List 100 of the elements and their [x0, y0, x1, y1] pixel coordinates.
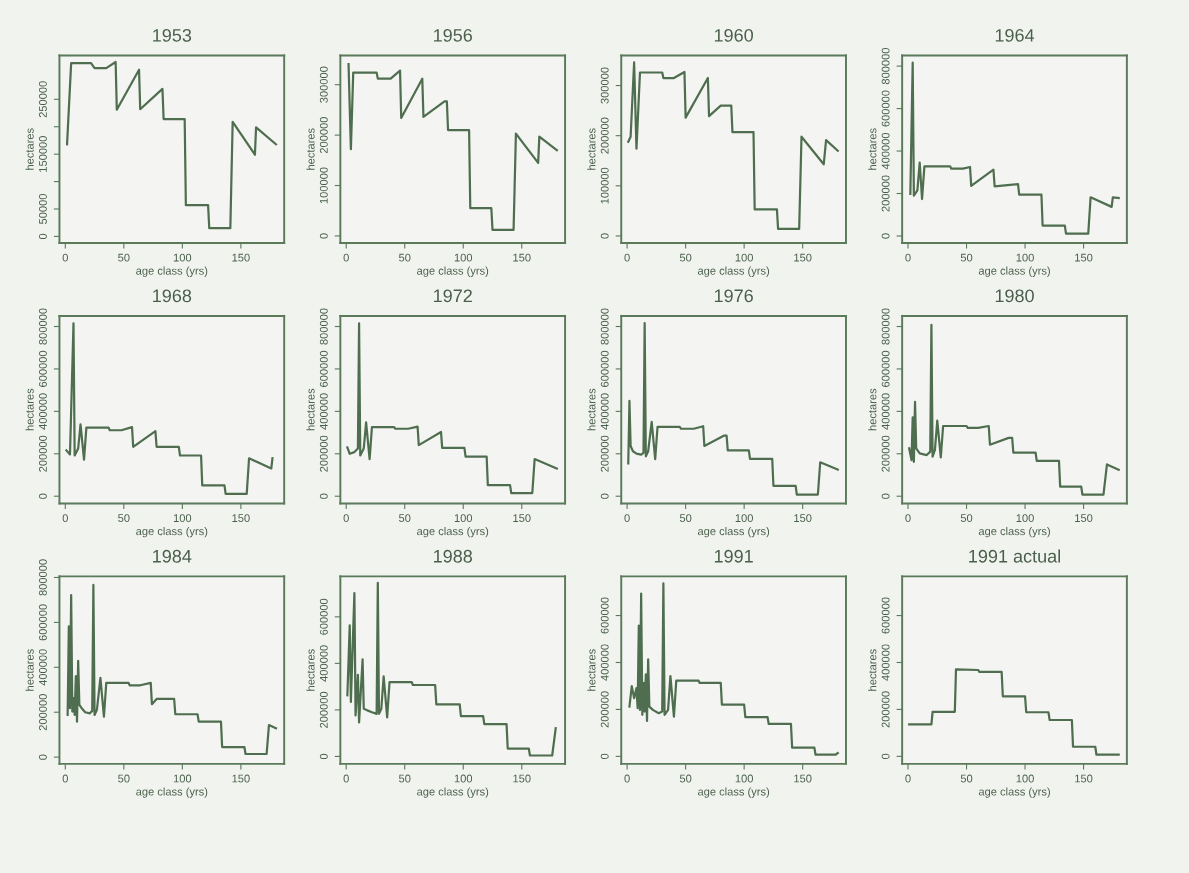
- x-tick-label: 50: [398, 253, 411, 262]
- x-tick-label: 0: [343, 253, 349, 262]
- y-tick-label: 0: [881, 493, 890, 499]
- y-tick-label: 600000: [319, 598, 328, 635]
- x-tick-label: 150: [1075, 253, 1093, 262]
- x-tick-label: 0: [905, 774, 911, 783]
- x-tick-label: 100: [173, 774, 192, 783]
- x-axis-title: age class (yrs): [978, 266, 1050, 277]
- chart-title: 1968: [153, 289, 192, 303]
- line-series: [66, 583, 278, 756]
- y-tick-label: 0: [38, 233, 47, 240]
- y-tick-label: 800000: [38, 559, 47, 596]
- x-tick-label: 0: [905, 514, 911, 523]
- x-tick-label: 100: [1016, 253, 1034, 262]
- y-tick-label: 0: [38, 493, 47, 499]
- y-tick-label: 400000: [38, 649, 47, 686]
- x-tick-label: 150: [232, 253, 250, 262]
- y-tick-label: 600000: [38, 604, 47, 641]
- y-tick-label: 300000: [319, 66, 328, 103]
- x-tick-label: 150: [1075, 774, 1093, 783]
- line-series: [347, 62, 558, 231]
- y-tick-label: 400000: [600, 644, 609, 681]
- y-tick-label: 800000: [319, 308, 328, 345]
- y-tick-label: 600000: [600, 597, 609, 634]
- y-tick-label: 0: [881, 753, 890, 760]
- x-tick-label: 100: [1016, 774, 1034, 783]
- x-axis-title: age class (yrs): [978, 526, 1050, 538]
- y-axis-title: hectares: [868, 388, 877, 431]
- x-tick-label: 150: [1075, 514, 1093, 523]
- y-tick-label: 600000: [881, 90, 890, 127]
- chart-title: 1980: [995, 289, 1034, 303]
- x-axis-title: age class (yrs): [697, 787, 770, 798]
- y-axis-title: hectares: [306, 128, 315, 170]
- y-tick-label: 100000: [600, 167, 609, 204]
- y-tick-label: 200000: [881, 691, 890, 728]
- x-tick-label: 50: [679, 253, 692, 262]
- chart-title: 1984: [153, 549, 192, 563]
- line-series: [627, 322, 839, 496]
- x-tick-label: 0: [624, 514, 630, 523]
- y-axis-title: hectares: [306, 388, 315, 431]
- line-series: [346, 322, 558, 495]
- x-tick-label: 0: [62, 514, 68, 523]
- y-tick-label: 800000: [600, 308, 609, 345]
- x-tick-label: 50: [960, 514, 973, 523]
- y-axis-title: hectares: [587, 388, 596, 431]
- y-tick-label: 600000: [600, 350, 609, 387]
- y-tick-label: 400000: [319, 645, 328, 682]
- x-tick-label: 100: [735, 514, 753, 523]
- y-tick-label: 200000: [881, 435, 890, 472]
- chart-title: 1988: [434, 549, 473, 563]
- y-tick-label: 600000: [38, 350, 47, 387]
- x-axis-title: age class (yrs): [417, 266, 489, 277]
- x-tick-label: 100: [173, 514, 192, 523]
- y-tick-label: 0: [600, 493, 609, 499]
- x-tick-label: 100: [735, 774, 753, 783]
- x-tick-label: 0: [62, 253, 68, 262]
- y-tick-label: 400000: [319, 393, 328, 430]
- line-series: [628, 582, 839, 756]
- chart-title: 1953: [153, 28, 192, 42]
- y-axis-title: hectares: [868, 649, 877, 691]
- y-tick-label: 600000: [881, 350, 890, 387]
- y-tick-label: 200000: [319, 691, 328, 728]
- x-tick-label: 0: [624, 253, 630, 262]
- x-tick-label: 50: [679, 774, 692, 783]
- x-tick-label: 150: [513, 253, 531, 262]
- y-tick-label: 150000: [38, 136, 47, 172]
- x-tick-label: 100: [173, 253, 192, 262]
- x-tick-label: 150: [513, 774, 531, 783]
- y-axis-title: hectares: [306, 649, 315, 691]
- y-axis-title: hectares: [25, 649, 34, 691]
- y-tick-label: 200000: [600, 435, 609, 472]
- x-tick-label: 0: [62, 774, 68, 783]
- y-axis-title: hectares: [587, 649, 596, 691]
- x-tick-label: 150: [794, 514, 812, 523]
- y-axis-title: hectares: [868, 128, 877, 170]
- x-tick-label: 0: [624, 774, 630, 783]
- y-tick-label: 400000: [600, 393, 609, 430]
- chart-title: 1956: [434, 28, 472, 42]
- y-tick-label: 100000: [319, 167, 328, 204]
- y-tick-label: 0: [38, 754, 47, 760]
- y-tick-label: 400000: [881, 393, 890, 430]
- x-tick-label: 100: [454, 774, 473, 783]
- x-tick-label: 0: [343, 774, 349, 783]
- chart-title: 1976: [714, 289, 753, 303]
- x-tick-label: 50: [679, 514, 692, 523]
- x-tick-label: 100: [454, 514, 473, 523]
- line-series: [909, 61, 1120, 235]
- y-tick-label: 200000: [319, 117, 328, 154]
- x-tick-label: 50: [960, 774, 973, 783]
- x-tick-label: 50: [960, 253, 973, 262]
- y-tick-label: 50000: [38, 193, 47, 224]
- y-tick-label: 200000: [38, 435, 47, 472]
- x-tick-label: 100: [1016, 514, 1034, 523]
- x-axis-title: age class (yrs): [136, 266, 208, 277]
- x-axis-title: age class (yrs): [697, 266, 770, 277]
- x-axis-title: age class (yrs): [697, 526, 770, 538]
- y-tick-label: 0: [881, 233, 890, 239]
- x-axis-title: age class (yrs): [417, 787, 489, 798]
- x-axis-title: age class (yrs): [417, 526, 489, 538]
- y-axis-title: hectares: [25, 128, 34, 170]
